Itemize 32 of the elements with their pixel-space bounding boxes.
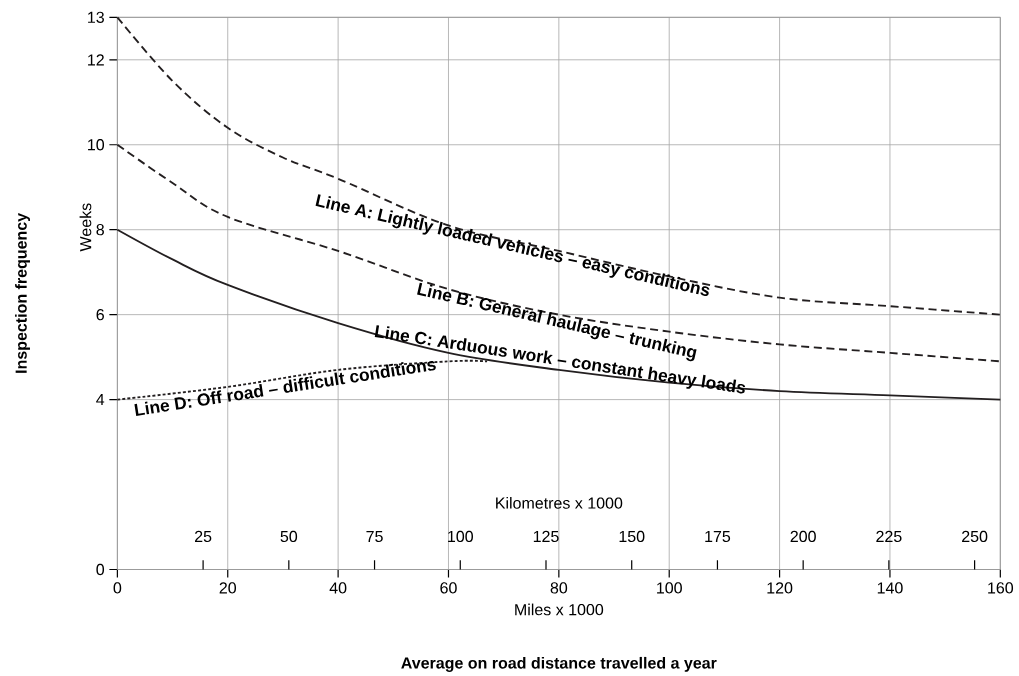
- x-tick-label: 0: [113, 582, 122, 594]
- y-tick-label: 13: [88, 11, 104, 23]
- x2-tick-label: 150: [619, 530, 645, 542]
- y-tick-label: 6: [96, 308, 104, 321]
- x2-tick-label: 125: [533, 530, 559, 542]
- x2-tick-label: 200: [790, 530, 816, 542]
- x2-tick-label: 175: [705, 530, 731, 542]
- y-tick-label: 8: [96, 223, 104, 236]
- x-tick-label: 80: [550, 582, 568, 594]
- y-tick-label: 4: [96, 393, 105, 405]
- x2-tick-label: 225: [876, 530, 902, 542]
- y-tick-label: 10: [88, 138, 105, 151]
- y-axis-title: Weeks: [79, 203, 92, 252]
- x2-tick-label: 100: [448, 530, 473, 542]
- x-tick-label: 100: [657, 582, 682, 594]
- x-tick-label: 20: [219, 582, 237, 594]
- y-tick-label: 0: [96, 563, 105, 575]
- x2-tick-label: 250: [962, 530, 988, 542]
- x-tick-label: 60: [440, 582, 457, 594]
- x-tick-label: 40: [329, 582, 347, 594]
- x-axis-title: Miles x 1000: [515, 603, 604, 616]
- x-tick-label: 120: [767, 582, 793, 594]
- text: Line D: Off road – difficult conditions: [134, 360, 436, 416]
- x-tick-label: 140: [877, 582, 903, 594]
- text: Inspection frequency: [15, 212, 30, 373]
- x2-axis-title: Kilometres x 1000: [496, 496, 623, 509]
- text: Average on road distance travelled a year: [401, 656, 717, 672]
- x2-tick-label: 25: [195, 530, 212, 542]
- y-tick-label: 12: [88, 54, 104, 66]
- x2-tick-label: 50: [280, 530, 298, 542]
- x-tick-label: 160: [988, 582, 1014, 594]
- x2-tick-label: 75: [366, 530, 383, 542]
